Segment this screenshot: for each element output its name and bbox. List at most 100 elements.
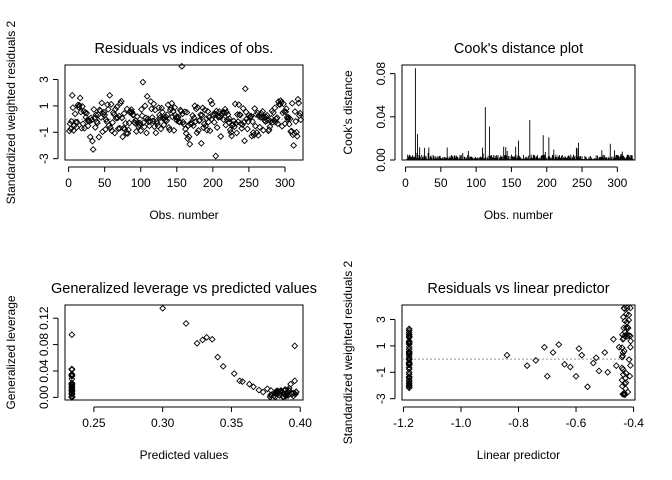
data-point (128, 108, 136, 116)
data-point (200, 124, 207, 131)
data-point (68, 385, 76, 393)
data-point (622, 374, 629, 382)
x-tick-label: 0.30 (151, 416, 175, 430)
chart-title: Cook's distance plot (454, 41, 583, 57)
data-point (193, 339, 201, 347)
data-point (262, 113, 270, 121)
data-point (285, 120, 293, 128)
data-point (503, 351, 511, 359)
data-point (170, 126, 178, 134)
data-point (223, 108, 230, 116)
data-point (241, 85, 249, 93)
data-point (210, 112, 218, 120)
data-point (105, 122, 113, 129)
y-tick-label: 0.04 (37, 359, 51, 383)
x-tick-label: 300 (607, 176, 627, 190)
x-tick-label: 150 (167, 176, 187, 190)
panel-leverage-vs-predicted: Generalized leverage vs predicted values… (4, 281, 317, 462)
data-point (180, 120, 188, 128)
data-point (291, 342, 299, 350)
data-point (134, 119, 142, 127)
data-point (549, 349, 557, 356)
data-point (135, 121, 143, 129)
data-point (245, 380, 253, 388)
data-point (189, 122, 197, 130)
data-point (626, 372, 634, 380)
y-tick-label: 0.00 (37, 385, 51, 409)
data-point (113, 103, 121, 111)
data-point (620, 324, 628, 332)
data-point (217, 132, 225, 140)
data-point (228, 132, 236, 140)
data-point (84, 122, 92, 130)
data-point (555, 341, 563, 349)
data-point (98, 99, 106, 107)
data-point (286, 115, 294, 123)
data-point (152, 129, 160, 137)
data-point (86, 133, 94, 141)
data-point (239, 378, 246, 385)
data-point (279, 109, 287, 117)
data-point (236, 111, 244, 119)
data-point (162, 113, 170, 121)
data-point (68, 383, 76, 390)
data-point (104, 105, 112, 113)
chart-title: Residuals vs indices of obs. (95, 41, 274, 57)
x-tick-label: 150 (501, 176, 521, 190)
data-point (405, 329, 413, 336)
data-point (285, 386, 293, 394)
data-point (578, 351, 586, 359)
data-point (623, 332, 631, 340)
data-point (100, 108, 108, 116)
data-point (274, 120, 282, 128)
data-point (225, 115, 233, 123)
data-point (138, 105, 145, 113)
data-point (168, 99, 176, 107)
data-point (259, 107, 267, 115)
data-point (223, 116, 231, 124)
data-point (253, 129, 261, 137)
x-tick-label: 50 (434, 176, 448, 190)
data-point (129, 111, 137, 119)
data-point (566, 363, 574, 371)
data-point (238, 124, 246, 132)
data-point (95, 133, 103, 141)
data-point (230, 370, 238, 378)
data-point (283, 389, 291, 396)
data-point (405, 337, 413, 345)
x-axis-label: Predicted values (140, 448, 229, 462)
data-point (111, 129, 119, 137)
plot-frame (401, 304, 636, 401)
y-tick-label: -1 (374, 367, 388, 378)
data-point (94, 119, 101, 127)
data-point (621, 317, 629, 325)
data-point (266, 123, 274, 131)
data-point (189, 112, 197, 119)
data-point (73, 118, 81, 126)
data-point (206, 127, 214, 135)
data-point (271, 104, 279, 112)
x-tick-label: 100 (466, 176, 486, 190)
data-point (273, 114, 281, 122)
data-point (83, 109, 91, 117)
data-point (292, 117, 300, 125)
data-point (68, 379, 76, 387)
data-point (267, 391, 275, 399)
data-point (214, 353, 222, 361)
data-point (283, 113, 291, 121)
data-point (405, 333, 413, 341)
data-point (225, 118, 233, 126)
data-point (115, 112, 123, 120)
data-point (269, 109, 277, 116)
data-point (118, 114, 126, 122)
data-point (288, 99, 296, 107)
data-point (250, 383, 257, 391)
data-point (68, 91, 76, 99)
data-point (405, 359, 413, 367)
data-point (276, 101, 284, 108)
data-point (222, 121, 230, 129)
data-point (609, 335, 617, 343)
data-point (405, 380, 413, 388)
chart-title: Residuals vs linear predictor (427, 281, 609, 297)
y-tick-label: 0.12 (37, 306, 51, 330)
